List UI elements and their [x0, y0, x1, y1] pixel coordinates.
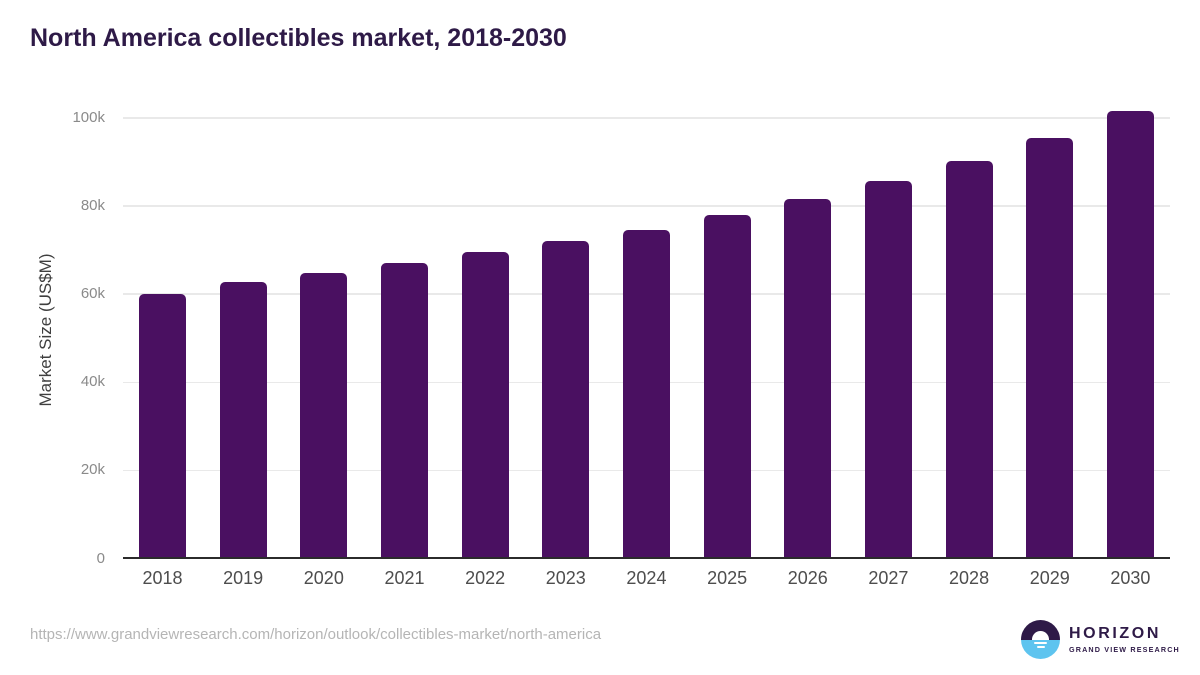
bar-2018[interactable] — [139, 294, 186, 558]
y-tick-label-80k: 80k — [80, 196, 105, 214]
logo-brand-subtitle: GRAND VIEW RESEARCH — [1069, 644, 1180, 654]
bar-2026[interactable] — [784, 199, 832, 558]
x-tick-label-2025: 2025 — [707, 568, 748, 588]
logo-sea — [1021, 639, 1060, 659]
bar-2021[interactable] — [380, 263, 428, 558]
y-axis-tick-labels: 0 20k 40k 60k 80k 100k — [25, 109, 105, 567]
logo-reflection-line — [1036, 645, 1045, 648]
plot-area — [123, 111, 1170, 558]
bar-2020[interactable] — [300, 272, 348, 558]
bar-2029[interactable] — [1026, 137, 1074, 558]
y-tick-label-100k: 100k — [72, 108, 105, 126]
bar-2023[interactable] — [542, 240, 590, 558]
bar-2019[interactable] — [219, 281, 267, 558]
logo-brand-name: HORIZON — [1069, 624, 1161, 642]
bar-2025[interactable] — [703, 214, 751, 558]
bar-2030[interactable] — [1106, 111, 1154, 558]
x-tick-label-2027: 2027 — [868, 568, 909, 588]
bar-2028[interactable] — [945, 160, 993, 558]
x-tick-label-2029: 2029 — [1029, 568, 1070, 588]
horizon-sun-icon — [1021, 620, 1060, 659]
logo-sun-shape — [1032, 630, 1049, 640]
bar-2027[interactable] — [864, 180, 912, 558]
x-tick-label-2030: 2030 — [1110, 568, 1151, 588]
logo-sky — [1021, 620, 1060, 640]
source-url: https://www.grandviewresearch.com/horizo… — [30, 626, 602, 643]
x-tick-label-2028: 2028 — [949, 568, 990, 588]
logo-reflection-line — [1034, 642, 1047, 644]
chart-title: North America collectibles market, 2018-… — [30, 24, 567, 52]
y-tick-label-0: 0 — [96, 549, 105, 567]
x-tick-label-2024: 2024 — [626, 568, 667, 588]
gridline-80k — [123, 205, 1170, 207]
x-tick-label-2021: 2021 — [384, 568, 425, 588]
x-tick-label-2022: 2022 — [465, 568, 506, 588]
x-axis-tick-labels: 2018 2019 2020 2021 2022 2023 2024 2025 2026 2027… — [123, 568, 1170, 589]
y-tick-label-60k: 60k — [80, 284, 105, 302]
x-tick-label-2026: 2026 — [787, 568, 828, 588]
x-tick-label-2023: 2023 — [545, 568, 586, 588]
x-tick-label-2020: 2020 — [303, 568, 344, 588]
bars-container — [123, 111, 1170, 558]
gridline-100k — [123, 117, 1170, 119]
brand-logo: HORIZON GRAND VIEW RESEARCH — [1021, 620, 1180, 659]
y-tick-label-40k: 40k — [80, 373, 105, 391]
logo-text: HORIZON GRAND VIEW RESEARCH — [1069, 624, 1180, 654]
x-tick-label-2019: 2019 — [223, 568, 264, 588]
bar-2022[interactable] — [461, 252, 509, 558]
bar-2024[interactable] — [622, 229, 670, 558]
x-axis-line — [123, 557, 1170, 559]
y-tick-label-20k: 20k — [80, 461, 105, 479]
x-tick-label-2018: 2018 — [142, 568, 183, 588]
